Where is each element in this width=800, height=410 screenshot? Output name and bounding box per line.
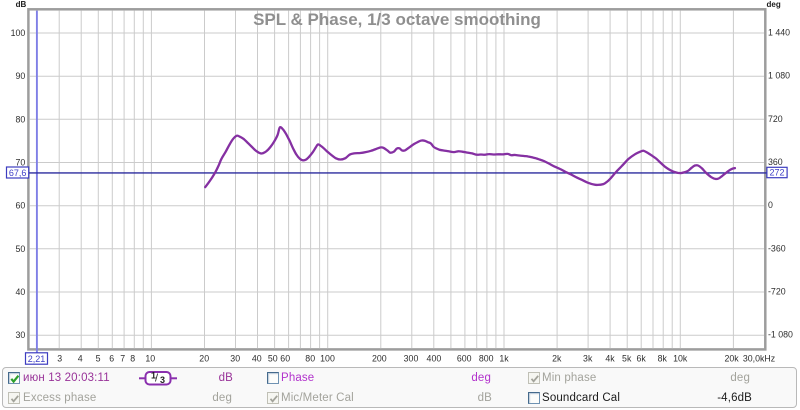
svg-text:50: 50 — [268, 354, 278, 364]
svg-text:30: 30 — [16, 330, 26, 340]
svg-text:SPL & Phase, 1/3 octave smooth: SPL & Phase, 1/3 octave smoothing — [253, 10, 541, 29]
svg-text:dB: dB — [16, 0, 27, 9]
svg-text:2,21: 2,21 — [28, 354, 46, 364]
svg-text:272: 272 — [769, 168, 784, 178]
svg-text:8k: 8k — [658, 354, 668, 364]
svg-text:50: 50 — [16, 244, 26, 254]
svg-text:3: 3 — [57, 354, 62, 364]
svg-text:0: 0 — [768, 200, 773, 210]
svg-text:720: 720 — [768, 114, 783, 124]
svg-text:100: 100 — [11, 28, 26, 38]
svg-text:-720: -720 — [768, 287, 786, 297]
svg-text:5: 5 — [96, 354, 101, 364]
svg-text:8: 8 — [130, 354, 135, 364]
svg-text:20k: 20k — [725, 354, 740, 364]
svg-text:40: 40 — [252, 354, 262, 364]
svg-text:80: 80 — [305, 354, 315, 364]
svg-text:1 080: 1 080 — [768, 71, 790, 81]
svg-text:/: / — [155, 373, 159, 385]
svg-text:60: 60 — [280, 354, 290, 364]
svg-text:6k: 6k — [636, 354, 646, 364]
svg-text:600: 600 — [457, 354, 472, 364]
svg-text:200: 200 — [372, 354, 387, 364]
svg-text:7: 7 — [120, 354, 125, 364]
svg-text:80: 80 — [16, 114, 26, 124]
svg-text:1k: 1k — [499, 354, 509, 364]
svg-text:30: 30 — [230, 354, 240, 364]
svg-text:800: 800 — [479, 354, 494, 364]
svg-text:5k: 5k — [622, 354, 632, 364]
svg-text:-360: -360 — [768, 243, 786, 253]
svg-text:360: 360 — [768, 157, 783, 167]
svg-text:400: 400 — [427, 354, 442, 364]
svg-text:67,6: 67,6 — [9, 168, 27, 178]
svg-text:30,0kHz: 30,0kHz — [743, 354, 775, 364]
svg-text:10: 10 — [145, 354, 155, 364]
svg-text:4k: 4k — [605, 354, 615, 364]
svg-text:1 440: 1 440 — [768, 28, 790, 38]
svg-text:10k: 10k — [673, 354, 688, 364]
svg-text:40: 40 — [16, 287, 26, 297]
svg-text:60: 60 — [16, 201, 26, 211]
svg-text:2k: 2k — [552, 354, 562, 364]
svg-text:3k: 3k — [583, 354, 593, 364]
svg-text:1: 1 — [151, 371, 156, 381]
svg-text:4: 4 — [78, 354, 83, 364]
svg-text:90: 90 — [16, 71, 26, 81]
svg-text:-1 080: -1 080 — [768, 330, 793, 340]
svg-text:70: 70 — [16, 158, 26, 168]
svg-text:3: 3 — [160, 375, 165, 385]
svg-text:deg: deg — [767, 0, 781, 9]
svg-text:6: 6 — [109, 354, 114, 364]
svg-text:100: 100 — [320, 354, 335, 364]
svg-text:20: 20 — [199, 354, 209, 364]
svg-text:300: 300 — [404, 354, 419, 364]
